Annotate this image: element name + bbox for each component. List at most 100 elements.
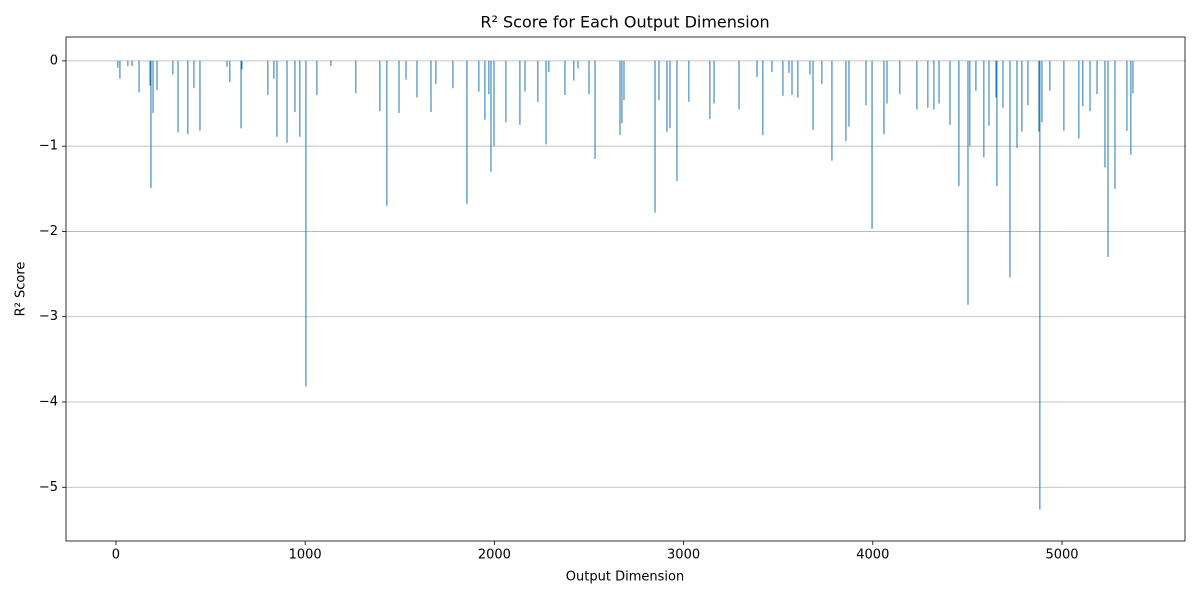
bar <box>845 60 847 142</box>
bar <box>1132 60 1134 94</box>
bar <box>1089 60 1091 112</box>
bar <box>848 60 850 127</box>
chart-title: R² Score for Each Output Dimension <box>480 13 769 32</box>
bar <box>490 60 492 172</box>
bar <box>967 60 969 305</box>
bar <box>899 60 901 95</box>
bar <box>294 60 296 113</box>
x-tick-label: 2000 <box>478 548 511 563</box>
x-axis-label: Output Dimension <box>566 570 684 585</box>
bar <box>988 60 990 126</box>
bar <box>193 60 195 89</box>
bar <box>1126 60 1128 131</box>
bar <box>127 60 129 66</box>
bar <box>229 60 231 83</box>
bar <box>177 60 179 133</box>
bar <box>1021 60 1023 132</box>
x-tick-label: 4000 <box>856 548 889 563</box>
y-tick-label: −4 <box>39 394 58 409</box>
bar <box>886 60 888 104</box>
bar <box>152 60 154 113</box>
bar <box>187 60 189 135</box>
bar <box>1049 60 1051 91</box>
bar <box>119 60 121 79</box>
bar <box>305 60 307 387</box>
bar <box>1016 60 1018 148</box>
bar <box>883 60 885 135</box>
bar <box>713 60 715 104</box>
bar <box>379 60 381 112</box>
bar <box>619 60 621 136</box>
bar <box>1063 60 1065 131</box>
bar <box>669 60 671 129</box>
bar <box>782 60 784 96</box>
bar <box>276 60 278 137</box>
bar <box>577 60 579 69</box>
bar <box>1096 60 1098 95</box>
bar <box>658 60 660 101</box>
bar <box>131 60 133 66</box>
bar <box>809 60 811 75</box>
bar <box>1078 60 1080 139</box>
bar <box>958 60 960 187</box>
bar <box>416 60 418 98</box>
bar <box>1107 60 1109 258</box>
bar <box>738 60 740 110</box>
bar <box>1114 60 1116 189</box>
y-tick-label: −2 <box>39 224 58 239</box>
bar <box>969 60 971 147</box>
bar <box>709 60 711 119</box>
bar <box>831 60 833 161</box>
y-tick-label: −1 <box>39 139 58 154</box>
bar <box>1041 60 1043 123</box>
bar <box>654 60 656 213</box>
bar <box>594 60 596 159</box>
bar <box>927 60 929 108</box>
bar <box>117 60 119 68</box>
bar <box>505 60 507 123</box>
bar <box>405 60 407 80</box>
bar <box>812 60 814 130</box>
bar <box>916 60 918 110</box>
x-tick-label: 1000 <box>289 548 322 563</box>
bar <box>1104 60 1106 168</box>
bar <box>548 60 550 72</box>
bar <box>996 60 998 187</box>
bar <box>241 60 243 70</box>
bar <box>564 60 566 95</box>
bar <box>1130 60 1132 155</box>
bar <box>688 60 690 102</box>
bar <box>791 60 793 95</box>
bar <box>519 60 521 125</box>
bar <box>138 60 140 93</box>
bar <box>488 60 490 95</box>
bar <box>316 60 318 95</box>
bar <box>398 60 400 113</box>
bar <box>788 60 790 73</box>
x-tick-label: 3000 <box>667 548 700 563</box>
bar <box>478 60 480 92</box>
bar <box>386 60 388 206</box>
bar <box>466 60 468 205</box>
bar <box>995 60 997 98</box>
bar <box>149 60 151 86</box>
bar <box>286 60 288 143</box>
bar <box>267 60 269 95</box>
bar <box>762 60 764 136</box>
bar <box>975 60 977 91</box>
plot-frame <box>65 36 1186 542</box>
bar <box>172 60 174 75</box>
bar <box>226 60 228 67</box>
bar <box>771 60 773 72</box>
x-tick-label: 5000 <box>1045 548 1078 563</box>
bar <box>1039 60 1041 510</box>
bar <box>1027 60 1029 106</box>
bar <box>1082 60 1084 107</box>
y-tick-label: −3 <box>39 309 58 324</box>
bar <box>355 60 357 94</box>
bar <box>484 60 486 120</box>
bar <box>588 60 590 95</box>
y-axis-label: R² Score <box>14 262 29 317</box>
bar <box>938 60 940 104</box>
